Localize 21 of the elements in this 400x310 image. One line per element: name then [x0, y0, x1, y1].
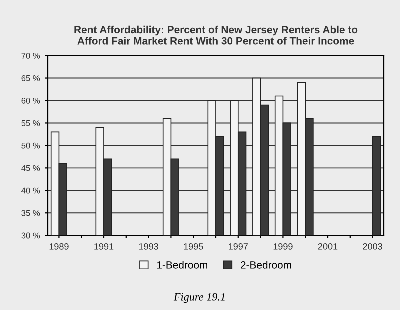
legend-label: 2-Bedroom [241, 261, 292, 269]
x-tick-label: 1999 [274, 243, 293, 250]
y-tick-label: 40 % [22, 188, 40, 194]
x-tick-label: 1991 [94, 243, 114, 250]
y-tick-label: 55 % [22, 120, 40, 126]
y-tick-label: 50 % [22, 142, 40, 149]
legend-label: 1-Bedroom [157, 261, 208, 269]
y-tick-label: 70 % [22, 53, 40, 59]
x-tick-label: 1993 [139, 243, 158, 250]
y-tick-label: 60 % [22, 98, 40, 104]
x-tick-label: 1995 [184, 243, 204, 250]
x-tick-label: 2003 [363, 243, 382, 250]
y-tick-label: 35 % [22, 210, 40, 216]
caption: Figure 19.1 [174, 293, 225, 304]
y-tick-label: 65 % [22, 75, 40, 82]
x-tick-label: 1989 [50, 243, 69, 250]
y-tick-label: 45 % [22, 165, 40, 172]
y-tick-label: 30 % [22, 232, 40, 239]
x-tick-label: 1997 [229, 243, 248, 250]
x-tick-label: 2001 [318, 243, 338, 250]
chart-title: Rent Affordability: Percent of New Jersey Renters Able to Afford Fair Market Rent With 30 Percent of Their Income [74, 26, 358, 45]
